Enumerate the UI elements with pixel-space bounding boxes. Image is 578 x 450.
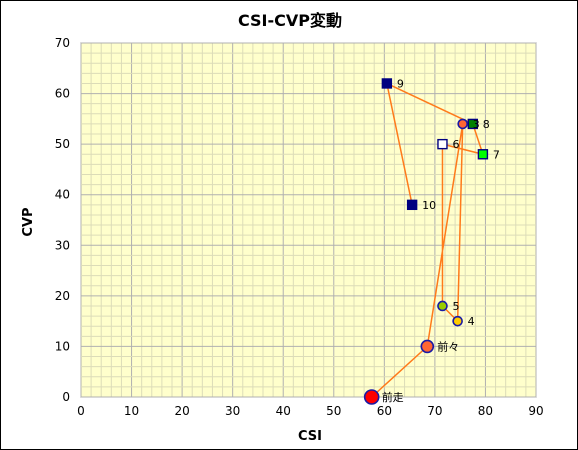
x-tick-label: 80 bbox=[478, 404, 493, 418]
point-label: 4 bbox=[468, 315, 475, 328]
y-tick-label: 0 bbox=[62, 390, 70, 404]
x-tick-label: 20 bbox=[174, 404, 189, 418]
point-label: 10 bbox=[422, 199, 436, 212]
point-labels: 前走 前々 3 45 6 7 8 9 10 bbox=[382, 77, 500, 404]
x-tick-label: 40 bbox=[276, 404, 291, 418]
data-point-circle bbox=[457, 118, 468, 130]
data-point-circle bbox=[452, 315, 463, 327]
point-label: 7 bbox=[493, 148, 500, 161]
point-label: 5 bbox=[452, 300, 459, 313]
data-point-square bbox=[437, 138, 448, 150]
data-point-square bbox=[467, 118, 479, 130]
x-axis-label: CSI bbox=[298, 429, 322, 444]
point-label: 前走 bbox=[382, 390, 404, 404]
data-point-circle bbox=[420, 339, 435, 354]
point-label: 3 bbox=[473, 118, 480, 131]
data-point-square bbox=[477, 149, 489, 160]
point-label: 6 bbox=[452, 138, 459, 151]
point-label: 前々 bbox=[437, 339, 459, 353]
x-tick-label: 70 bbox=[427, 404, 442, 418]
point-label: 9 bbox=[397, 77, 404, 90]
x-tick-label: 30 bbox=[225, 404, 240, 418]
trajectory-line bbox=[371, 82, 485, 398]
y-axis-label: CVP bbox=[21, 207, 36, 236]
y-tick-label: 20 bbox=[55, 289, 70, 303]
x-tick-label: 10 bbox=[124, 404, 139, 418]
chart-title: CSI-CVP変動 bbox=[238, 11, 342, 30]
x-axis-ticks: 0 10 20 30 40 50 60 70 80 90 bbox=[77, 404, 543, 418]
x-tick-label: 60 bbox=[377, 404, 392, 418]
plot-area bbox=[80, 42, 537, 398]
data-point-circle bbox=[437, 300, 448, 312]
x-tick-label: 50 bbox=[326, 404, 341, 418]
y-tick-label: 50 bbox=[55, 137, 70, 151]
trajectory-path bbox=[371, 82, 485, 398]
grid-lines bbox=[80, 42, 537, 398]
data-point-square bbox=[381, 78, 393, 89]
data-point-square bbox=[406, 199, 418, 211]
x-tick-label: 90 bbox=[528, 404, 543, 418]
data-point-circle bbox=[363, 389, 380, 405]
y-tick-label: 60 bbox=[55, 87, 70, 101]
y-tick-label: 70 bbox=[55, 36, 70, 50]
y-tick-label: 40 bbox=[55, 188, 70, 202]
data-points bbox=[363, 78, 489, 405]
y-tick-label: 10 bbox=[55, 339, 70, 353]
y-tick-label: 30 bbox=[55, 238, 70, 252]
x-tick-label: 0 bbox=[77, 404, 85, 418]
y-axis-ticks: 0 10 20 30 40 50 60 70 bbox=[55, 36, 70, 404]
point-label: 8 bbox=[483, 118, 490, 131]
